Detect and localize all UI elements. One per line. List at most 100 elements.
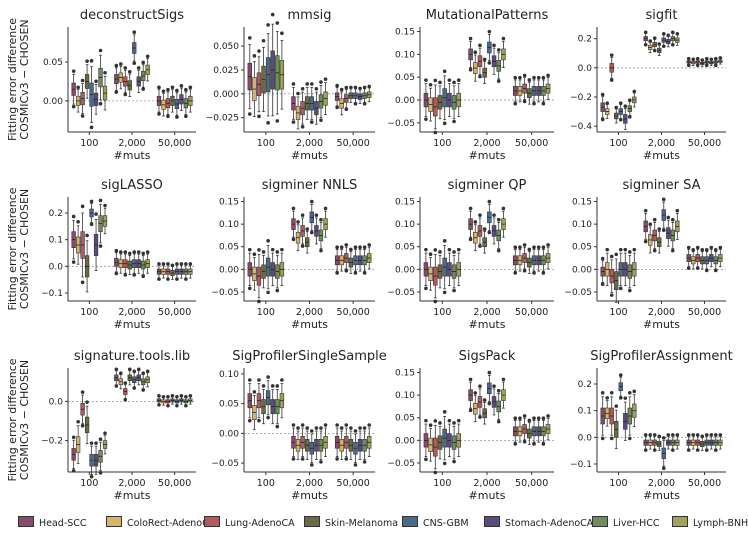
outlier-point [300,457,305,461]
outlier-point [609,78,614,82]
outlier-point [280,247,284,252]
outlier-point [247,247,252,252]
outlier-point [513,271,518,275]
legend-label: CNS-GBM [423,518,469,529]
x-tick-label: 2,000 [648,138,675,149]
outlier-point [270,247,275,252]
x-tick-label: 100 [433,307,451,318]
x-tick-label: 100 [609,478,627,489]
outlier-point [600,436,605,441]
outlier-point [188,394,193,398]
outlier-point [709,433,714,437]
outlier-point [247,112,252,116]
y-tick-label: 0.05 [572,243,592,253]
outlier-point [145,54,150,59]
y-tick-label: −0.05 [211,288,239,298]
outlier-point [296,426,300,430]
outlier-point [632,389,637,394]
panel-title: sigminer NNLS [262,178,358,193]
outlier-point [661,31,666,36]
outlier-point [335,245,339,249]
outlier-point [305,227,310,231]
outlier-point [482,57,487,62]
outlier-point [141,274,145,279]
y-axis-label-line2: COSMICv3 − CHOSEN [18,189,31,309]
outlier-point [261,250,266,254]
outlier-point [71,435,76,440]
y-tick-label: 0.05 [395,414,415,424]
legend-swatch [204,516,220,527]
outlier-point [319,426,323,430]
outlier-point [98,470,103,475]
y-tick-label: 0.00 [395,96,415,106]
outlier-point [71,214,76,219]
outlier-point [145,250,150,254]
outlier-point [496,388,501,393]
x-tick-label: 100 [80,478,98,489]
outlier-point [257,114,261,119]
outlier-point [261,384,266,388]
outlier-point [478,43,482,48]
outlier-point [314,86,319,91]
x-axis-label: #muts [643,318,680,331]
outlier-point [468,36,473,41]
outlier-point [323,77,328,82]
outlier-point [114,63,119,68]
outlier-point [438,250,442,254]
outlier-point [184,395,188,399]
outlier-point [496,48,501,52]
outlier-point [496,248,501,253]
outlier-point [433,130,438,135]
outlier-point [424,247,428,252]
outlier-point [605,101,610,105]
outlier-point [132,250,137,254]
outlier-point [89,59,94,63]
outlier-point [643,30,648,35]
outlier-point [652,217,657,222]
outlier-point [291,237,296,242]
outlier-point [166,114,170,119]
outlier-point [247,378,252,382]
outlier-point [666,33,671,38]
outlier-point [442,121,447,126]
y-tick-label: 0.0 [49,262,64,272]
outlier-point [275,21,280,25]
outlier-point [141,388,145,392]
outlier-point [546,414,550,418]
x-tick-label: 100 [609,138,627,149]
y-tick-label: −0.1 [570,460,592,470]
legend-swatch [672,516,688,527]
outlier-point [141,251,145,256]
outlier-point [600,282,605,287]
x-tick-label: 100 [433,138,451,149]
outlier-point [670,42,675,47]
outlier-point [518,75,522,80]
outlier-point [686,448,691,452]
outlier-point [362,101,367,106]
outlier-point [339,426,344,430]
outlier-point [513,245,518,249]
outlier-point [89,474,94,479]
x-tick-label: 2,000 [118,307,145,318]
outlier-point [627,115,632,119]
outlier-point [695,433,700,437]
outlier-point [309,199,314,204]
panel-signature-tools-lib: signature.tools.lib −0.2 0.0 100 2,000 50,000… [41,349,196,502]
outlier-point [319,118,323,122]
outlier-point [468,408,473,413]
outlier-point [353,463,358,467]
y-tick-label: 0.05 [395,73,415,83]
outlier-point [452,288,456,293]
outlier-point [305,426,310,430]
outlier-point [643,448,648,452]
outlier-point [652,36,657,40]
outlier-point [648,39,653,43]
x-tick-label: 100 [80,307,98,318]
x-tick-label: 50,000 [515,478,548,489]
outlier-point [309,230,314,235]
outlier-point [136,250,141,254]
outlier-point [94,79,98,84]
y-axis-label-line1: Fitting error difference [6,18,19,141]
outlier-point [700,434,705,439]
panel-title: sigLASSO [101,178,163,193]
